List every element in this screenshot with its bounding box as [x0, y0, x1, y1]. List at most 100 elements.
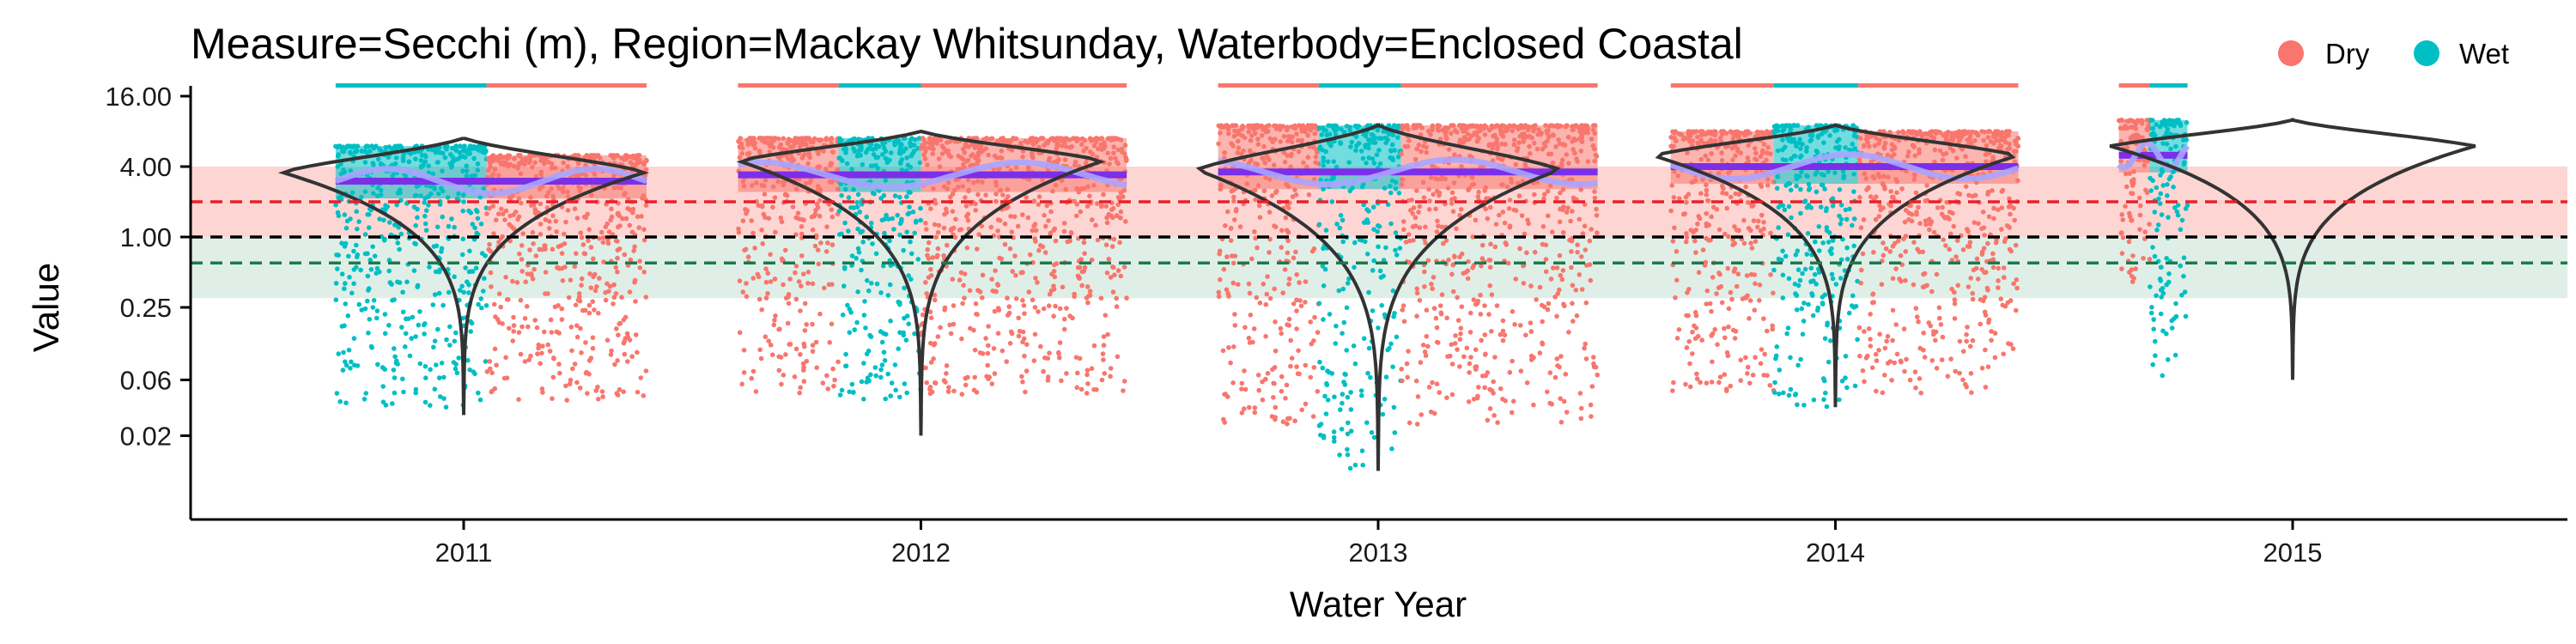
- point-wet: [1325, 368, 1330, 374]
- point-dry: [1485, 417, 1491, 423]
- point-wet: [881, 192, 887, 198]
- point-wet: [457, 288, 463, 293]
- point-dry: [919, 322, 925, 327]
- point-dry: [542, 243, 547, 248]
- point-dry: [1499, 157, 1505, 162]
- point-dry: [1873, 216, 1879, 222]
- point-dry: [504, 155, 509, 161]
- point-dry: [1558, 123, 1564, 129]
- point-dry: [1761, 316, 1766, 321]
- point-wet: [854, 199, 860, 205]
- point-dry: [1232, 312, 1237, 317]
- point-dry: [1455, 318, 1461, 323]
- point-dry: [516, 196, 522, 202]
- point-wet: [1352, 361, 1358, 367]
- point-dry: [1560, 268, 1566, 273]
- point-dry: [1253, 235, 1258, 241]
- point-wet: [413, 192, 419, 198]
- point-dry: [737, 330, 743, 336]
- point-wet: [483, 148, 489, 154]
- point-wet: [1387, 131, 1392, 137]
- point-wet: [882, 230, 887, 236]
- point-dry: [1101, 357, 1106, 362]
- point-dry: [1561, 230, 1566, 235]
- point-dry: [599, 389, 605, 394]
- point-dry: [928, 206, 933, 211]
- point-dry: [1072, 291, 1077, 297]
- point-dry: [976, 232, 981, 237]
- point-dry: [643, 368, 649, 374]
- point-dry: [1471, 181, 1477, 187]
- point-wet: [1383, 245, 1388, 251]
- point-wet: [1844, 385, 1850, 391]
- point-dry: [1424, 307, 1430, 313]
- point-wet: [1348, 390, 1353, 395]
- point-dry: [528, 195, 533, 200]
- legend-wet-label: Wet: [2459, 38, 2509, 70]
- point-dry: [1224, 287, 1230, 293]
- point-dry: [1115, 202, 1121, 208]
- point-dry: [1118, 273, 1124, 279]
- point-dry: [1862, 171, 1868, 177]
- point-dry: [1081, 240, 1087, 246]
- point-wet: [1782, 207, 1788, 213]
- point-wet: [1788, 355, 1793, 361]
- point-dry: [1239, 410, 1245, 416]
- point-wet: [1787, 181, 1792, 186]
- point-dry: [595, 384, 600, 390]
- point-wet: [440, 302, 446, 308]
- point-wet: [422, 363, 428, 369]
- point-wet: [894, 138, 899, 143]
- point-wet: [466, 290, 471, 295]
- point-dry: [793, 186, 799, 191]
- point-dry: [1312, 131, 1317, 137]
- point-dry: [1242, 386, 1249, 392]
- point-dry: [815, 204, 821, 210]
- point-wet: [837, 392, 843, 398]
- point-wet: [442, 144, 448, 149]
- point-dry: [1405, 374, 1410, 380]
- point-dry: [2010, 346, 2016, 351]
- point-dry: [1543, 257, 1549, 262]
- point-dry: [924, 227, 929, 232]
- point-dry: [931, 146, 936, 152]
- point-wet: [1331, 159, 1337, 164]
- point-dry: [1758, 361, 1764, 367]
- point-dry: [1313, 160, 1318, 166]
- point-dry: [1571, 319, 1576, 324]
- point-dry: [1414, 290, 1420, 296]
- point-dry: [1431, 164, 1437, 170]
- point-wet: [1363, 239, 1368, 245]
- point-wet: [1799, 306, 1804, 312]
- point-dry: [1051, 228, 1057, 233]
- point-dry: [1588, 402, 1594, 408]
- point-wet: [1795, 283, 1801, 289]
- point-dry: [1716, 171, 1722, 176]
- point-dry: [1543, 269, 1549, 275]
- point-wet: [1814, 123, 1820, 128]
- point-dry: [810, 227, 816, 233]
- point-dry: [559, 306, 564, 312]
- point-dry: [630, 206, 636, 212]
- point-dry: [813, 339, 819, 345]
- point-dry: [1430, 380, 1435, 386]
- point-dry: [1546, 134, 1552, 140]
- point-wet: [359, 149, 365, 154]
- point-dry: [950, 276, 956, 283]
- point-wet: [1376, 244, 1381, 250]
- point-wet: [1345, 452, 1351, 458]
- point-dry: [1111, 144, 1116, 149]
- point-dry: [500, 211, 506, 216]
- point-dry: [798, 385, 803, 391]
- season-strip-wet: [1773, 83, 1859, 88]
- point-wet: [392, 354, 398, 360]
- point-dry: [624, 331, 630, 337]
- point-wet: [440, 168, 445, 173]
- point-dry: [805, 161, 811, 167]
- point-wet: [395, 361, 400, 367]
- point-wet: [432, 386, 438, 392]
- point-dry: [511, 163, 517, 169]
- point-dry: [499, 206, 504, 212]
- point-dry: [556, 303, 561, 308]
- point-wet: [1787, 135, 1793, 141]
